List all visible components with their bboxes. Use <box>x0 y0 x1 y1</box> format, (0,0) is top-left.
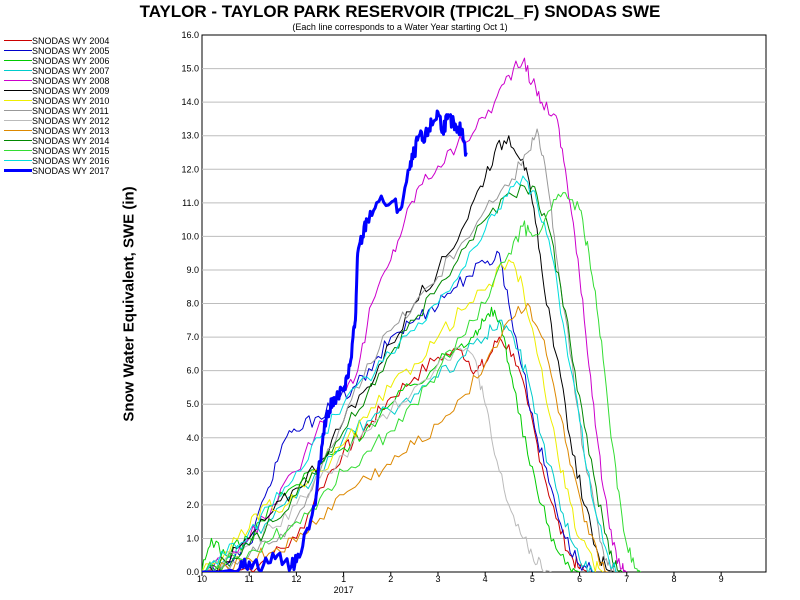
legend-swatch <box>4 70 32 71</box>
legend-item: SNODAS WY 2006 <box>4 56 132 66</box>
series-line <box>202 346 552 572</box>
series-line <box>202 175 618 572</box>
legend-label: SNODAS WY 2010 <box>32 96 110 106</box>
x-tick-label: 9 <box>719 574 724 584</box>
legend-item: SNODAS WY 2007 <box>4 66 132 76</box>
y-tick-label: 16.0 <box>181 30 199 40</box>
legend-item: SNODAS WY 2012 <box>4 116 132 126</box>
legend-label: SNODAS WY 2007 <box>32 66 110 76</box>
legend-swatch <box>4 120 32 121</box>
chart-legend: SNODAS WY 2004 SNODAS WY 2005 SNODAS WY 20… <box>4 36 132 176</box>
y-tick-label: 2.0 <box>186 500 199 510</box>
x-tick-label: 10 <box>197 574 207 584</box>
legend-item: SNODAS WY 2013 <box>4 126 132 136</box>
x-tick-label: 1 <box>341 574 346 584</box>
legend-label: SNODAS WY 2017 <box>32 166 110 176</box>
y-tick-label: 15.0 <box>181 64 199 74</box>
x-tick-label: 2 <box>388 574 393 584</box>
x-tick-label: 7 <box>624 574 629 584</box>
chart-subtitle: (Each line corresponds to a Water Year s… <box>292 22 508 32</box>
x-tick-label: 4 <box>483 574 488 584</box>
chart-title: TAYLOR - TAYLOR PARK RESERVOIR (TPIC2L_F… <box>139 2 661 21</box>
legend-item: SNODAS WY 2010 <box>4 96 132 106</box>
y-tick-label: 11.0 <box>182 198 199 208</box>
legend-item: SNODAS WY 2008 <box>4 76 132 86</box>
x-tick-label: 3 <box>435 574 440 584</box>
legend-label: SNODAS WY 2006 <box>32 56 110 66</box>
x-tick-label: 6 <box>577 574 582 584</box>
series-line <box>202 135 618 572</box>
x-axis-year-label: 2017 <box>334 585 354 595</box>
y-tick-label: 1.0 <box>186 533 199 543</box>
series-line <box>202 259 604 572</box>
y-tick-label: 12.0 <box>181 164 199 174</box>
x-tick-label: 11 <box>245 574 254 584</box>
legend-label: SNODAS WY 2013 <box>32 126 110 136</box>
legend-label: SNODAS WY 2005 <box>32 46 110 56</box>
legend-swatch <box>4 140 32 141</box>
legend-label: SNODAS WY 2011 <box>32 106 109 116</box>
y-tick-label: 4.0 <box>186 433 199 443</box>
legend-label: SNODAS WY 2009 <box>32 86 110 96</box>
y-tick-label: 13.0 <box>181 131 199 141</box>
legend-swatch <box>4 50 32 51</box>
legend-label: SNODAS WY 2008 <box>32 76 110 86</box>
series-line <box>202 192 642 572</box>
legend-item: SNODAS WY 2005 <box>4 46 132 56</box>
y-tick-label: 10.0 <box>181 231 199 241</box>
legend-item: SNODAS WY 2014 <box>4 136 132 146</box>
y-tick-label: 7.0 <box>186 332 199 342</box>
legend-label: SNODAS WY 2004 <box>32 36 110 46</box>
series-group <box>202 57 642 572</box>
y-tick-label: 6.0 <box>186 366 199 376</box>
series-line <box>202 336 590 572</box>
y-tick-label: 8.0 <box>186 299 199 309</box>
y-tick-label: 9.0 <box>186 265 199 275</box>
legend-swatch <box>4 110 32 111</box>
legend-swatch <box>4 150 32 151</box>
x-tick-label: 8 <box>671 574 676 584</box>
legend-swatch <box>4 40 32 41</box>
series-line <box>202 109 468 572</box>
series-line <box>202 128 618 572</box>
legend-item: SNODAS WY 2017 <box>4 166 132 176</box>
legend-label: SNODAS WY 2016 <box>32 156 110 166</box>
legend-swatch <box>4 90 32 91</box>
x-tick-label: 12 <box>291 574 301 584</box>
legend-item: SNODAS WY 2004 <box>4 36 132 46</box>
legend-label: SNODAS WY 2012 <box>32 116 110 126</box>
legend-item: SNODAS WY 2009 <box>4 86 132 96</box>
legend-item: SNODAS WY 2015 <box>4 146 132 156</box>
y-tick-label: 3.0 <box>186 466 199 476</box>
series-line <box>202 250 594 572</box>
legend-swatch <box>4 80 32 81</box>
legend-item: SNODAS WY 2016 <box>4 156 132 166</box>
legend-swatch <box>4 160 32 161</box>
y-tick-label: 14.0 <box>181 97 199 107</box>
legend-swatch <box>4 60 32 61</box>
series-line <box>202 184 623 572</box>
y-tick-label: 5.0 <box>186 399 199 409</box>
series-line <box>202 319 594 572</box>
y-tick-label: 0.0 <box>186 567 199 577</box>
legend-swatch <box>4 169 32 172</box>
legend-swatch <box>4 130 32 131</box>
legend-swatch <box>4 100 32 101</box>
x-tick-label: 5 <box>530 574 535 584</box>
legend-label: SNODAS WY 2014 <box>32 136 110 146</box>
legend-item: SNODAS WY 2011 <box>4 106 132 116</box>
legend-label: SNODAS WY 2015 <box>32 146 110 156</box>
